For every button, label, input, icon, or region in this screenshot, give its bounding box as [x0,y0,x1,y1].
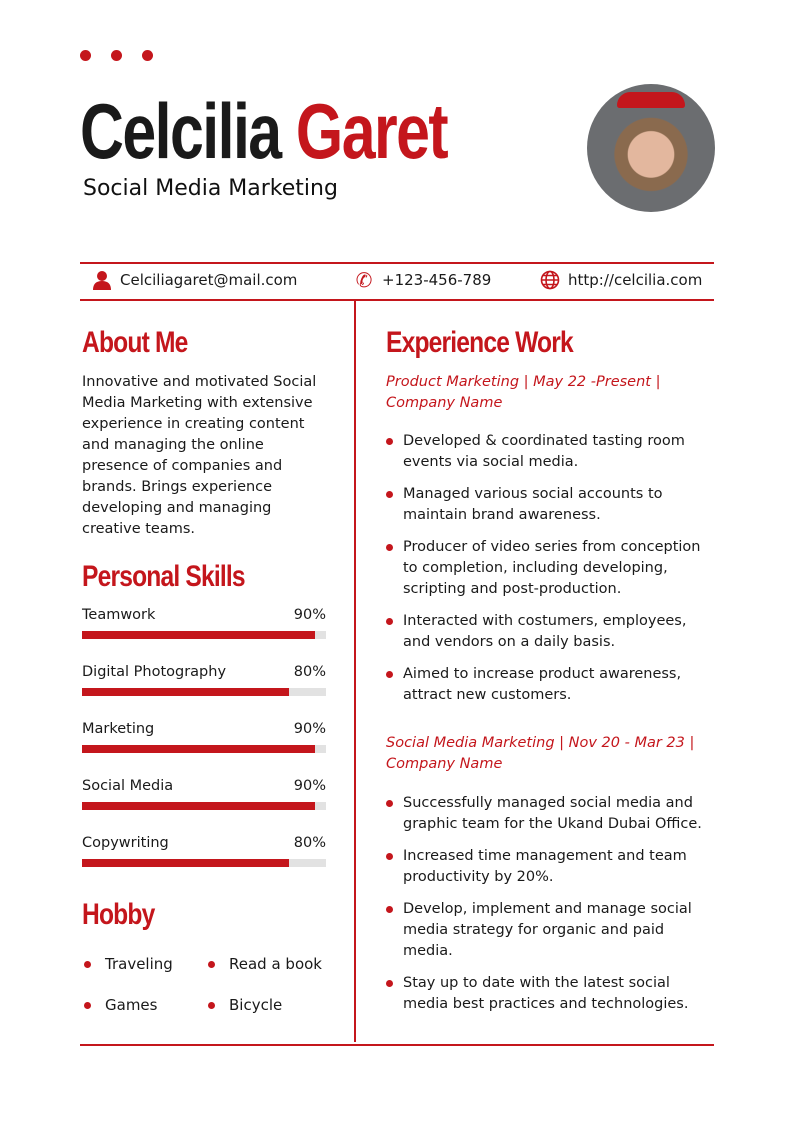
skill-label: Teamwork [82,607,156,623]
bullet-icon [386,618,393,625]
globe-icon [540,270,560,290]
decor-dot [80,50,91,61]
about-heading: About Me [82,326,188,359]
job-bullets-1: Developed & coordinated tasting room eve… [386,431,716,717]
website-link: http://celcilia.com [568,271,703,289]
divider [80,262,714,264]
skill-item: Teamwork 90% [82,607,326,639]
skill-bar [82,745,326,753]
experience-heading: Experience Work [386,326,574,359]
bullet-text: Successfully managed social media and gr… [403,795,702,832]
full-name: Celcilia Garet [80,92,449,170]
contact-website[interactable]: http://celcilia.com [540,270,702,290]
bullet-text: Increased time management and team produ… [403,848,687,885]
bullet-item: Developed & coordinated tasting room eve… [386,431,716,473]
job-title-1: Product Marketing | May 22 -Present | Co… [386,374,661,411]
skill-percent: 90% [293,721,326,737]
skill-bar-fill [82,745,315,753]
skill-bar [82,859,326,867]
decor-dot [111,50,122,61]
bullet-item: Successfully managed social media and gr… [386,793,716,835]
about-text: Innovative and motivated Social Media Ma… [82,374,317,537]
skill-label: Copywriting [82,835,169,851]
bullet-text: Developed & coordinated tasting room eve… [403,433,685,470]
bullet-icon [386,491,393,498]
bullet-text: Producer of video series from conception… [403,539,701,597]
hobby-heading: Hobby [82,898,155,931]
bullet-item: Develop, implement and manage social med… [386,899,716,962]
bullet-text: Interacted with costumers, employees, an… [403,613,687,650]
skill-percent: 90% [293,607,326,623]
hobby-item: Traveling [84,955,173,973]
bullet-icon [386,980,393,987]
bullet-item: Increased time management and team produ… [386,846,716,888]
bullet-icon [386,544,393,551]
phone-text: +123-456-789 [382,271,492,289]
skill-item: Copywriting 80% [82,835,326,867]
bullet-icon [386,438,393,445]
skill-label: Marketing [82,721,155,737]
bullet-icon [386,853,393,860]
skill-label: Digital Photography [82,664,227,680]
first-name: Celcilia [80,87,282,175]
skill-bar-fill [82,631,315,639]
skills-heading: Personal Skills [82,560,246,593]
skill-item: Digital Photography 80% [82,664,326,696]
skill-bar-fill [82,802,315,810]
bullet-item: Interacted with costumers, employees, an… [386,611,716,653]
last-name: Garet [295,87,449,175]
bullet-icon [386,906,393,913]
hobby-item: Bicycle [208,996,282,1014]
skill-bar-fill [82,859,289,867]
contact-email[interactable]: Celciliagaret@mail.com [92,270,297,290]
skill-item: Social Media 90% [82,778,326,810]
bullet-text: Develop, implement and manage social med… [403,901,692,959]
skill-bar [82,631,326,639]
skill-percent: 90% [293,778,326,794]
bullet-item: Aimed to increase product awareness, att… [386,664,716,706]
skill-bar [82,688,326,696]
bullet-icon [386,800,393,807]
bullet-text: Aimed to increase product awareness, att… [403,666,682,703]
skill-bar-fill [82,688,289,696]
bullet-text: Stay up to date with the latest social m… [403,975,689,1012]
hobby-item: Games [84,996,157,1014]
skill-label: Social Media [82,778,174,794]
email-text: Celciliagaret@mail.com [120,271,298,289]
profile-photo [587,84,715,212]
bullet-item: Producer of video series from conception… [386,537,716,600]
decor-dot [142,50,153,61]
column-divider [354,300,356,1042]
skill-item: Marketing 90% [82,721,326,753]
phone-icon: ✆ [355,268,373,292]
skill-percent: 80% [293,835,326,851]
bullet-icon [386,671,393,678]
bullet-text: Managed various social accounts to maint… [403,486,663,523]
divider [80,299,714,301]
skill-percent: 80% [293,664,326,680]
bullet-item: Managed various social accounts to maint… [386,484,716,526]
contact-phone[interactable]: ✆ +123-456-789 [354,268,492,292]
skill-bar [82,802,326,810]
job-title-2: Social Media Marketing | Nov 20 - Mar 23… [386,735,695,772]
divider [80,1044,714,1046]
bullet-item: Stay up to date with the latest social m… [386,973,716,1015]
user-icon [92,270,112,290]
hobby-item: Read a book [208,955,322,973]
job-title: Social Media Marketing [83,176,338,201]
job-bullets-2: Successfully managed social media and gr… [386,793,716,1026]
